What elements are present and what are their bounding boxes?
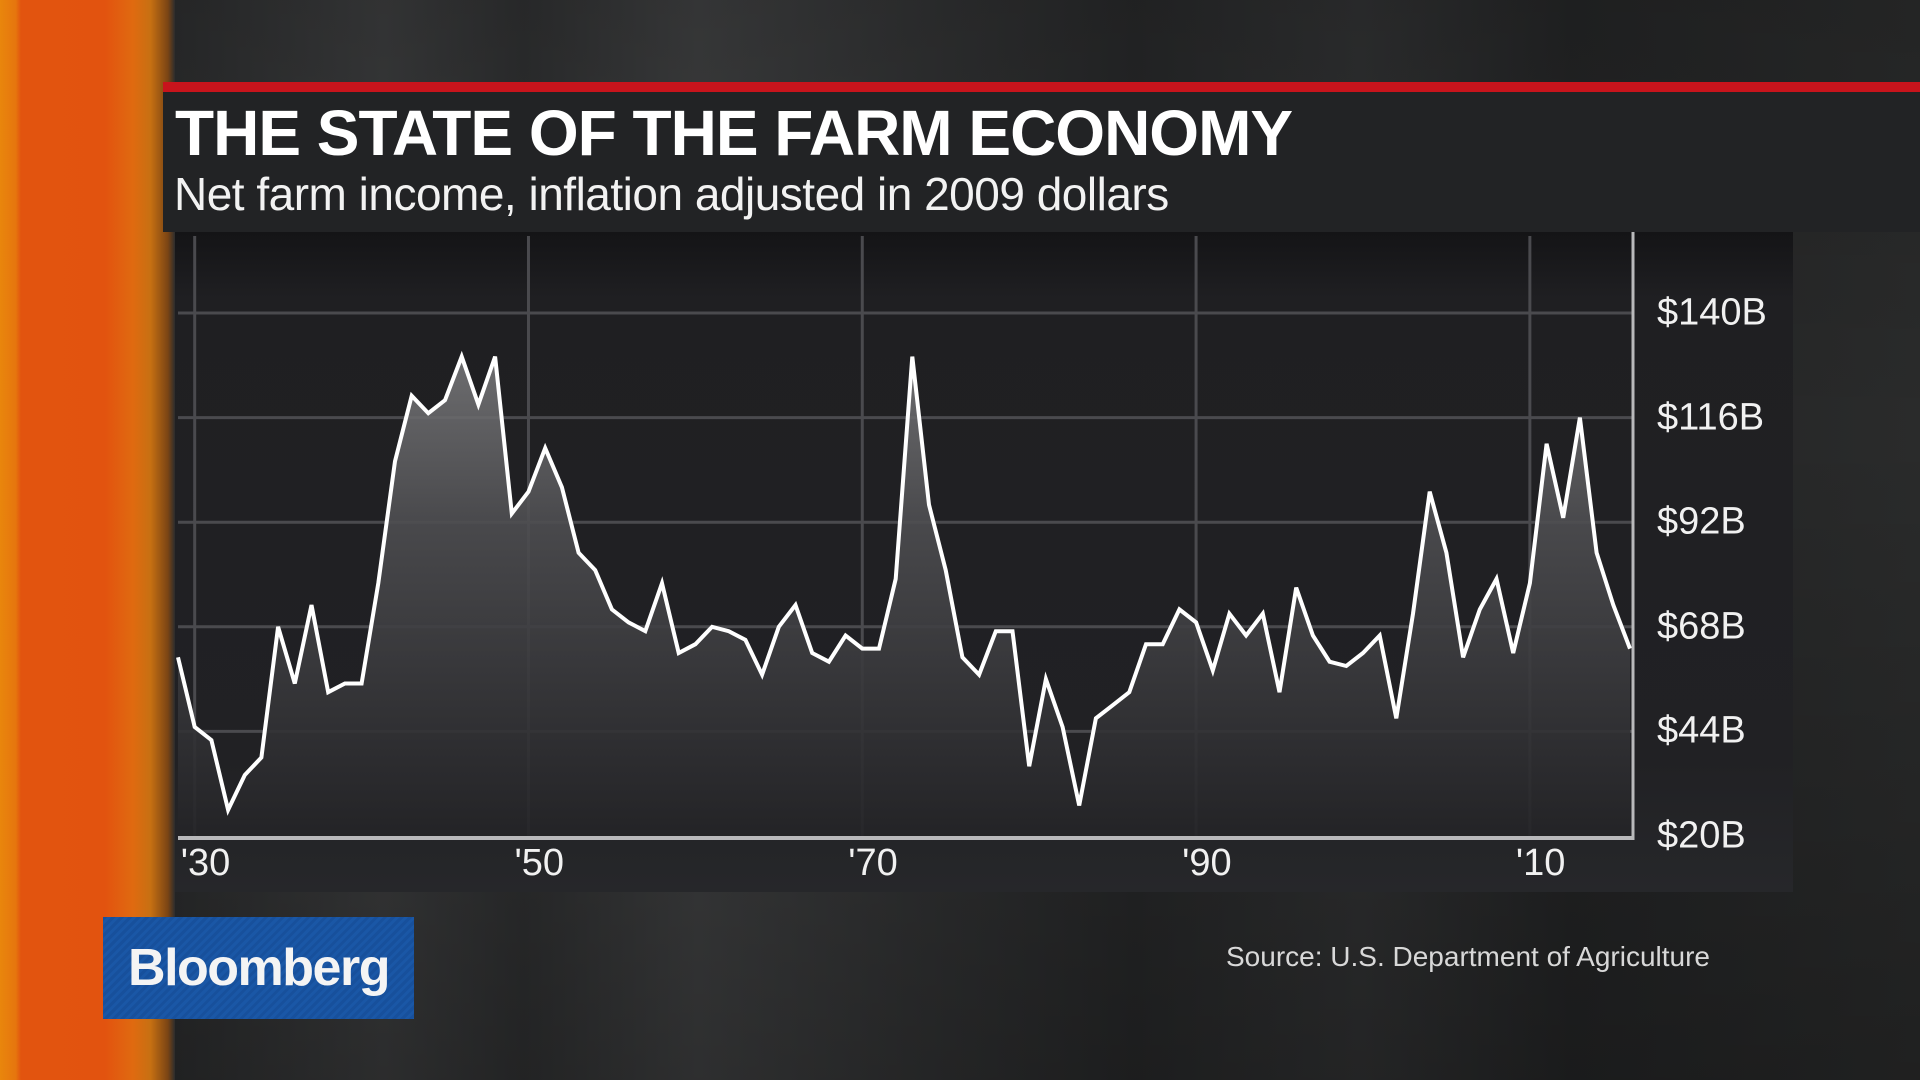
- y-tick-label: $20B: [1657, 814, 1746, 857]
- data-line: [176, 350, 1632, 816]
- side-accent-bar: [0, 0, 175, 1080]
- x-tick-label: '10: [1515, 842, 1566, 884]
- y-tick-label: $116B: [1657, 396, 1765, 439]
- y-tick-label: $140B: [1657, 291, 1767, 334]
- y-tick-label: $68B: [1657, 605, 1746, 648]
- x-tick-label: '90: [1182, 842, 1232, 884]
- area-fill: [178, 356, 1630, 838]
- y-tick-label: $92B: [1657, 500, 1746, 543]
- title-accent-rule: [163, 82, 1920, 92]
- x-tick-label: '70: [848, 842, 898, 884]
- x-tick-label: '50: [514, 842, 564, 884]
- chart-subtitle: Net farm income, inflation adjusted in 2…: [174, 168, 1169, 220]
- chart-title: THE STATE OF THE FARM ECONOMY: [175, 97, 1293, 169]
- source-note: Source: U.S. Department of Agriculture: [1226, 941, 1710, 972]
- brand-wordmark: Bloomberg: [128, 939, 390, 997]
- title-box: [163, 92, 1920, 232]
- x-tick-label: '30: [180, 842, 231, 884]
- y-tick-label: $44B: [1657, 709, 1746, 752]
- bloomberg-logo: Bloomberg: [103, 917, 414, 1019]
